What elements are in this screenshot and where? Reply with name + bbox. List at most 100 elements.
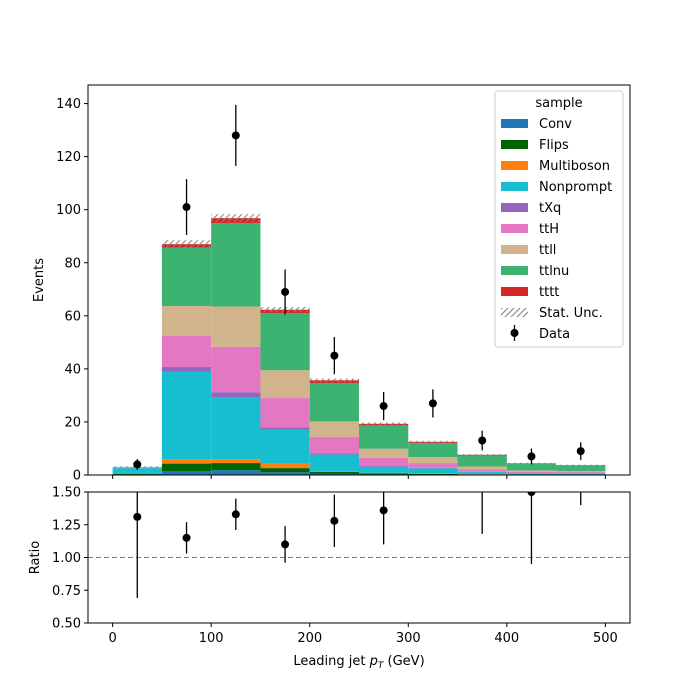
legend-box	[494, 90, 624, 348]
ratio-point	[133, 512, 142, 521]
bar-segment-tth	[211, 346, 261, 393]
bar-segment-tth	[260, 398, 310, 428]
legend-label-tttt: tttt	[539, 285, 559, 300]
bar-segment-ttlnu	[506, 463, 557, 471]
bar-segment-ttll	[457, 466, 507, 470]
legend-data-marker	[510, 329, 519, 337]
legend-label-multiboson: Multiboson	[539, 159, 610, 174]
y-tick-label: 0	[73, 469, 81, 484]
bar-segment-nonprompt	[161, 371, 212, 460]
bar-segment-ttll	[408, 457, 458, 464]
bar-segment-conv	[309, 473, 359, 475]
legend-swatch-conv	[501, 119, 528, 128]
legend-swatch-txq	[501, 203, 528, 212]
main-plot: 0 20 40 60 80 100 120 140 Events	[32, 84, 631, 484]
y-tick-label: 120	[56, 150, 81, 165]
legend-label-flips: Flips	[539, 138, 569, 153]
legend-label-data: Data	[539, 327, 570, 342]
x-tick-label: 100	[199, 631, 224, 646]
stat-unc-band	[161, 240, 212, 249]
legend-label-conv: Conv	[539, 117, 572, 132]
bar-segment-conv	[211, 470, 261, 475]
ratio-y-tick-label: 1.50	[52, 486, 81, 501]
ratio-point	[478, 475, 486, 483]
data-point	[133, 460, 142, 469]
data-point	[182, 203, 191, 212]
bar-segment-flips	[112, 473, 162, 475]
ratio-point	[379, 506, 388, 515]
bar-segment-ttll	[309, 421, 359, 437]
x-tick-label: 400	[494, 631, 519, 646]
bar-segment-tth	[457, 469, 507, 472]
y-tick-label: 140	[56, 97, 81, 112]
x-tick-label: 500	[593, 631, 618, 646]
stat-unc-band	[408, 440, 458, 443]
bar-segment-flips	[309, 471, 359, 474]
main-plot-area	[112, 104, 606, 475]
bar-segment-nonprompt	[260, 429, 310, 464]
bar-segment-flips	[211, 463, 261, 471]
data-point	[576, 447, 585, 456]
bar-segment-tth	[506, 471, 557, 474]
bar-segment-nonprompt	[457, 472, 507, 475]
legend-title: sample	[535, 96, 582, 111]
ratio-plot-area	[88, 396, 630, 599]
bar-segment-ttlnu	[556, 465, 606, 472]
bar-segment-ttlnu	[260, 313, 310, 371]
bar-segment-ttlnu	[408, 442, 458, 458]
bar-segment-tth	[408, 463, 458, 468]
bar-segment-tth	[359, 457, 409, 466]
ratio-plot: 0.500.751.001.251.500 100 200 300 400 500Rati…	[28, 396, 631, 671]
ratio-y-tick-label: 1.00	[52, 551, 81, 566]
ratio-point	[577, 396, 585, 404]
legend: sample Conv Flips Multiboson Nonprompt tXq ttH…	[494, 90, 624, 348]
bar-segment-ttll	[211, 306, 261, 347]
x-tick-label: 200	[297, 631, 322, 646]
bar-segment-conv	[161, 471, 212, 475]
bar-segment-nonprompt	[112, 468, 162, 474]
stat-unc-band	[309, 378, 359, 383]
bar-segment-txq	[359, 465, 409, 467]
x-tick-label: 300	[396, 631, 421, 646]
bar-segment-conv	[260, 472, 310, 475]
data-point	[281, 287, 290, 296]
bar-segment-multiboson	[211, 459, 261, 464]
stat-unc-band	[359, 422, 409, 426]
bar-segment-nonprompt	[408, 468, 458, 474]
y-axis-label: Events	[32, 258, 47, 302]
legend-swatch-ttll	[501, 245, 528, 254]
bar-segment-tth	[161, 335, 212, 368]
ratio-y-tick-label: 0.50	[52, 617, 81, 632]
bar-segment-flips	[408, 473, 458, 475]
ratio-y-tick-label: 1.25	[52, 518, 81, 533]
bar-segment-ttlnu	[161, 247, 212, 306]
bar-segment-txq	[309, 453, 359, 455]
bar-segment-flips	[161, 463, 212, 472]
bar-segment-txq	[161, 367, 212, 372]
bar-segment-nonprompt	[211, 397, 261, 460]
y-tick-label: 40	[64, 362, 81, 377]
stat-unc-band	[211, 214, 261, 223]
bar-segment-ttlnu	[359, 425, 409, 449]
bar-segment-txq	[260, 427, 310, 430]
bar-segment-tth	[309, 436, 359, 454]
y-tick-label: 20	[64, 415, 81, 430]
data-point	[428, 399, 437, 408]
legend-swatch-flips	[501, 140, 528, 149]
bar-segment-ttll	[359, 448, 409, 458]
legend-swatch-nonprompt	[501, 182, 528, 191]
ratio-point	[330, 516, 339, 525]
data-point	[379, 402, 388, 411]
stat-unc-band	[556, 464, 606, 466]
bar-segment-flips	[260, 468, 310, 473]
ratio-point	[182, 533, 191, 542]
data-point	[231, 131, 240, 140]
bar-segment-multiboson	[260, 463, 310, 469]
ratio-point	[527, 492, 536, 496]
legend-label-ttlnu: ttlnu	[539, 264, 569, 279]
legend-swatch-multiboson	[501, 161, 528, 170]
bar-segment-ttlnu	[211, 222, 261, 307]
legend-swatch-ttlnu	[501, 266, 528, 275]
data-point	[478, 436, 487, 445]
